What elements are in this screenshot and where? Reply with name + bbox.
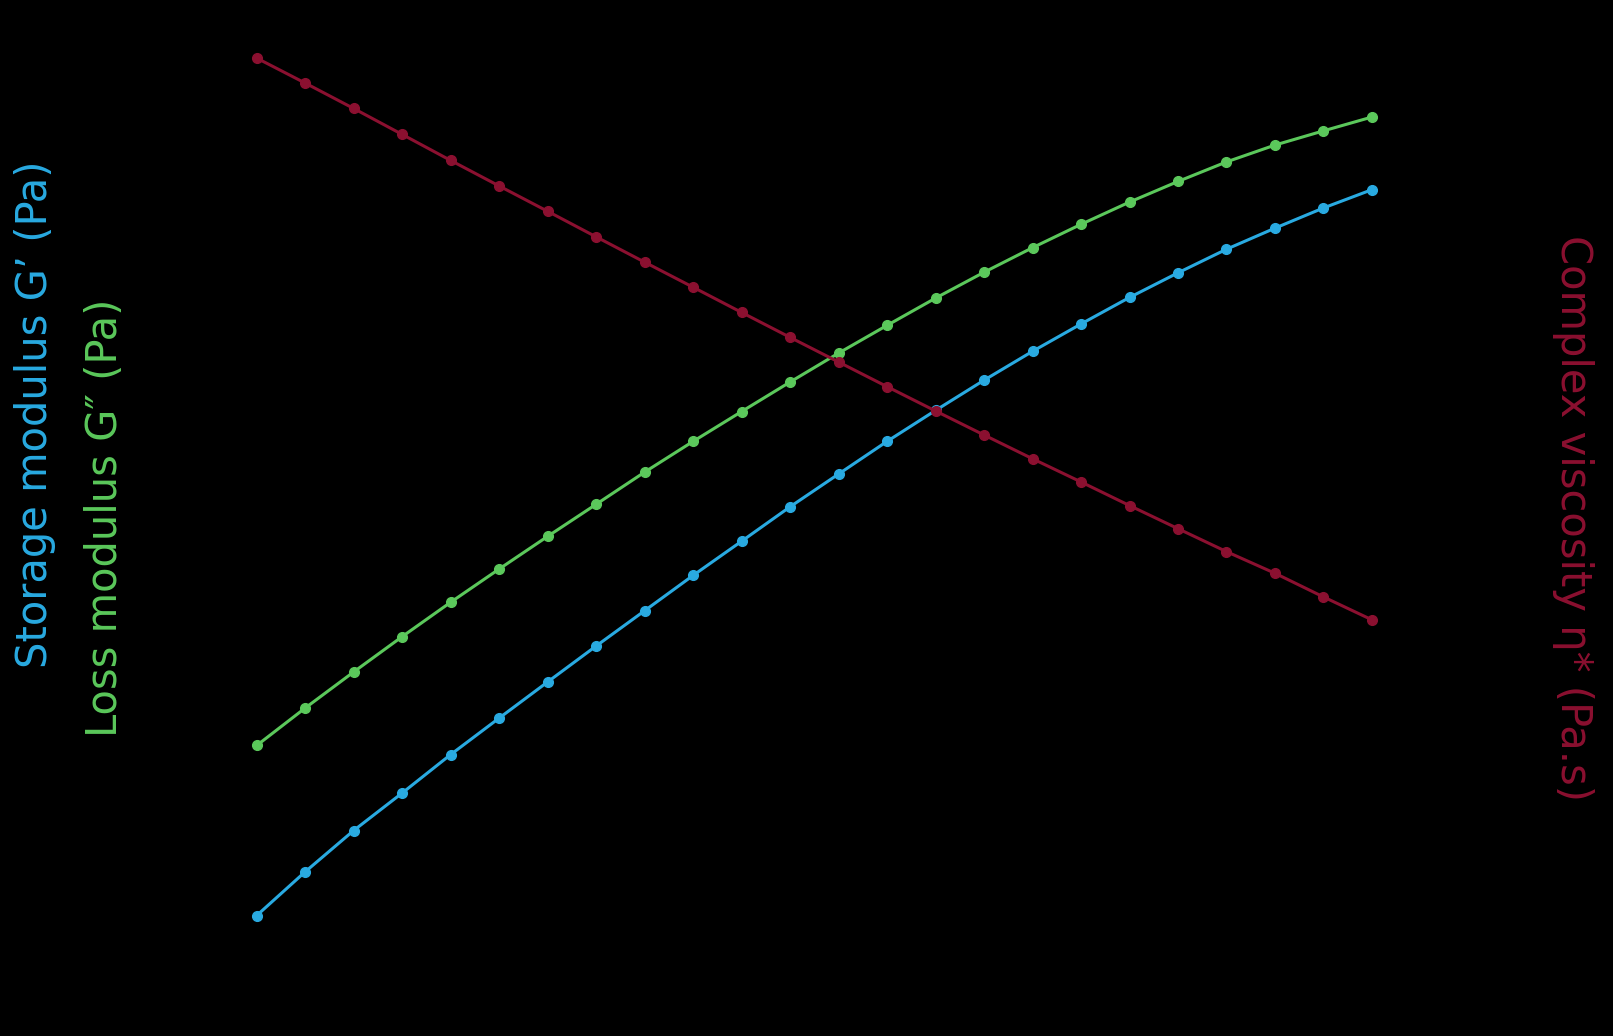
Text: Loss modulus G″ (Pa): Loss modulus G″ (Pa)	[84, 298, 126, 738]
Text: Complex viscosity η* (Pa.s): Complex viscosity η* (Pa.s)	[1552, 235, 1594, 801]
Text: Storage modulus G’ (Pa): Storage modulus G’ (Pa)	[15, 161, 56, 668]
